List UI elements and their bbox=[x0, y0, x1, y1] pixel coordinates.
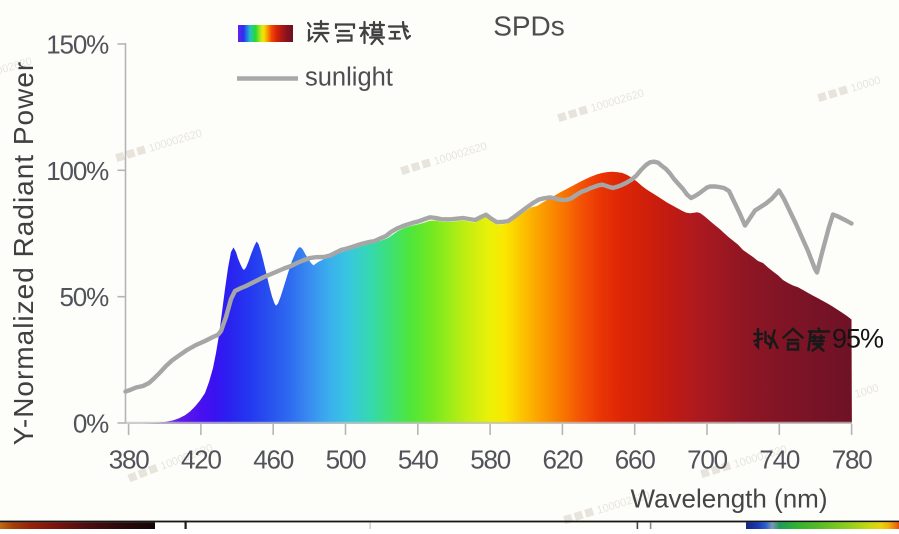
svg-text:660: 660 bbox=[615, 445, 656, 475]
svg-text:95%: 95% bbox=[832, 324, 884, 354]
svg-text:SPDs: SPDs bbox=[493, 11, 565, 42]
svg-text:540: 540 bbox=[398, 445, 439, 475]
svg-text:50%: 50% bbox=[60, 282, 110, 312]
svg-text:sunlight: sunlight bbox=[305, 64, 393, 92]
svg-text:Wavelength (nm): Wavelength (nm) bbox=[631, 484, 828, 514]
svg-text:Y-Normalized Radiant Power: Y-Normalized Radiant Power bbox=[8, 61, 39, 445]
svg-text:100%: 100% bbox=[46, 156, 109, 186]
svg-text:740: 740 bbox=[759, 445, 800, 475]
svg-text:500: 500 bbox=[326, 445, 367, 475]
svg-text:780: 780 bbox=[832, 445, 873, 475]
svg-text:420: 420 bbox=[181, 445, 222, 475]
svg-text:0%: 0% bbox=[73, 409, 109, 439]
svg-text:700: 700 bbox=[687, 445, 728, 475]
svg-text:580: 580 bbox=[470, 445, 511, 475]
svg-text:380: 380 bbox=[109, 445, 150, 475]
svg-text:620: 620 bbox=[543, 445, 584, 475]
svg-text:150%: 150% bbox=[46, 30, 109, 60]
svg-text:460: 460 bbox=[253, 445, 294, 475]
